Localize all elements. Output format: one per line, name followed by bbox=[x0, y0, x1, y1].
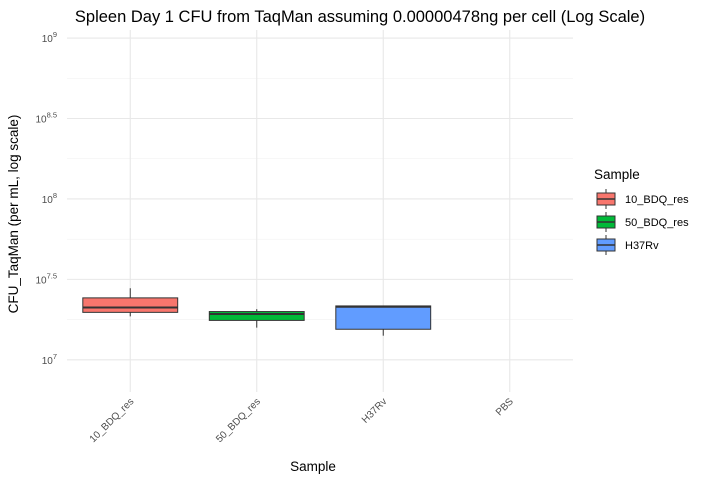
y-tick-label: 107 bbox=[42, 352, 57, 367]
box-body bbox=[335, 305, 432, 330]
legend-label: H37Rv bbox=[625, 240, 659, 252]
y-tick-label: 109 bbox=[42, 30, 57, 45]
grid-lines bbox=[67, 30, 573, 392]
y-axis-title: CFU_TaqMan (per mL, log scale) bbox=[6, 115, 21, 314]
legend-entry: H37Rv bbox=[596, 235, 659, 255]
box-50_BDQ_res bbox=[208, 309, 305, 328]
x-tick-label: 10_BDQ_res bbox=[88, 396, 137, 445]
box-H37Rv bbox=[335, 305, 432, 336]
legend-label: 50_BDQ_res bbox=[625, 217, 689, 229]
x-tick-label: 50_BDQ_res bbox=[214, 396, 263, 445]
box-10_BDQ_res bbox=[82, 288, 179, 317]
x-axis-title: Sample bbox=[290, 459, 336, 474]
y-tick-label: 108.5 bbox=[35, 110, 57, 125]
legend-title: Sample bbox=[594, 167, 640, 182]
box-body bbox=[208, 311, 305, 321]
boxes bbox=[82, 288, 432, 336]
legend-label: 10_BDQ_res bbox=[625, 194, 689, 206]
y-axis-ticks: 107 107.5 108 108.5 109 bbox=[35, 30, 57, 367]
x-axis-ticks: 10_BDQ_res 50_BDQ_res H37Rv PBS bbox=[88, 396, 516, 445]
legend-entry: 10_BDQ_res bbox=[596, 189, 689, 209]
chart-title: Spleen Day 1 CFU from TaqMan assuming 0.… bbox=[75, 8, 645, 26]
legend-entry: 50_BDQ_res bbox=[596, 212, 689, 232]
y-tick-label: 108 bbox=[42, 191, 57, 206]
y-tick-label: 107.5 bbox=[35, 271, 57, 286]
x-tick-label: H37Rv bbox=[360, 396, 389, 425]
legend: Sample 10_BDQ_res 50_BDQ_res H37Rv bbox=[594, 167, 689, 255]
x-tick-label: PBS bbox=[494, 396, 516, 418]
box-body bbox=[82, 297, 179, 313]
